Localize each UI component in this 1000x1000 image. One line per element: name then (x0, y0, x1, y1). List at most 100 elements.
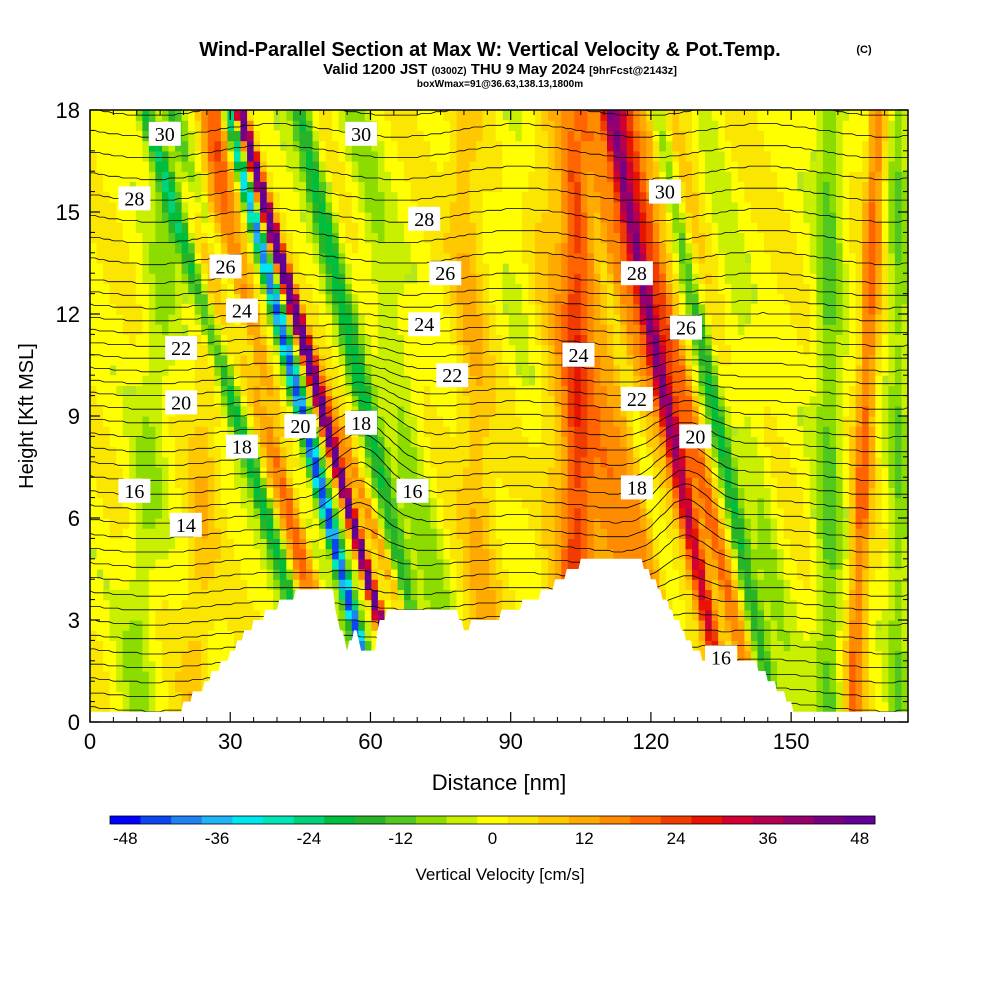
velocity-cell (449, 558, 457, 570)
velocity-cell (194, 365, 202, 376)
velocity-cell (253, 232, 261, 244)
velocity-cell (214, 344, 222, 356)
velocity-cell (175, 303, 183, 315)
velocity-cell (292, 201, 300, 213)
velocity-cell (279, 232, 287, 244)
velocity-cell (508, 354, 516, 366)
velocity-cell (306, 558, 314, 570)
velocity-cell (554, 446, 562, 458)
velocity-cell (528, 242, 536, 254)
velocity-cell (384, 191, 392, 203)
velocity-cell (325, 171, 333, 182)
velocity-cell (600, 324, 608, 335)
velocity-cell (306, 365, 314, 376)
velocity-cell (122, 354, 130, 366)
velocity-cell (535, 528, 543, 539)
velocity-cell (580, 405, 588, 417)
velocity-cell (181, 436, 189, 448)
velocity-cell (633, 507, 641, 519)
velocity-cell (508, 120, 516, 131)
velocity-cell (607, 212, 615, 223)
velocity-cell (502, 212, 510, 223)
velocity-cell (188, 609, 196, 621)
velocity-cell (600, 538, 608, 550)
velocity-cell (155, 548, 163, 560)
velocity-cell (489, 599, 497, 611)
velocity-cell (430, 110, 438, 121)
velocity-cell (548, 416, 556, 427)
velocity-cell (410, 518, 418, 529)
velocity-cell (312, 385, 320, 397)
velocity-cell (358, 487, 366, 499)
velocity-cell (279, 558, 287, 570)
velocity-cell (528, 477, 536, 488)
velocity-cell (397, 426, 405, 437)
velocity-cell (90, 365, 98, 376)
velocity-cell (495, 609, 503, 621)
velocity-cell (443, 303, 451, 315)
velocity-cell (162, 456, 170, 468)
velocity-cell (273, 589, 281, 601)
velocity-cell (332, 130, 340, 142)
velocity-cell (574, 467, 582, 478)
velocity-cell (567, 161, 575, 172)
velocity-cell (325, 252, 333, 264)
velocity-cell (286, 354, 294, 366)
velocity-cell (449, 334, 457, 346)
velocity-cell (574, 293, 582, 305)
velocity-cell (266, 201, 274, 213)
velocity-cell (181, 691, 189, 703)
velocity-cell (482, 293, 490, 305)
velocity-cell (292, 375, 300, 386)
velocity-cell (129, 528, 137, 539)
velocity-cell (201, 538, 209, 550)
velocity-cell (391, 242, 399, 254)
velocity-cell (103, 416, 111, 427)
velocity-cell (332, 365, 340, 376)
velocity-cell (306, 120, 314, 131)
velocity-cell (620, 314, 628, 325)
velocity-cell (240, 161, 248, 172)
velocity-cell (351, 507, 359, 519)
velocity-cell (391, 365, 399, 376)
velocity-cell (292, 528, 300, 539)
velocity-cell (227, 201, 235, 213)
velocity-cell (332, 252, 340, 264)
velocity-cell (142, 375, 150, 386)
velocity-cell (561, 120, 569, 131)
velocity-cell (135, 222, 143, 233)
velocity-cell (129, 273, 137, 284)
velocity-cell (417, 446, 425, 458)
velocity-cell (181, 579, 189, 590)
velocity-cell (528, 161, 536, 172)
velocity-cell (312, 395, 320, 407)
velocity-cell (247, 191, 255, 203)
velocity-cell (541, 558, 549, 570)
velocity-cell (410, 334, 418, 346)
velocity-cell (155, 212, 163, 223)
velocity-cell (528, 181, 536, 193)
velocity-cell (142, 324, 150, 335)
velocity-cell (142, 334, 150, 346)
velocity-cell (129, 467, 137, 478)
velocity-cell (417, 456, 425, 468)
velocity-cell (345, 548, 353, 560)
velocity-cell (469, 558, 477, 570)
velocity-cell (332, 507, 340, 519)
velocity-cell (626, 497, 634, 509)
velocity-cell (155, 252, 163, 264)
velocity-cell (299, 161, 307, 172)
velocity-cell (129, 344, 137, 356)
velocity-cell (521, 252, 529, 264)
velocity-cell (247, 609, 255, 621)
velocity-cell (574, 477, 582, 488)
velocity-cell (580, 528, 588, 539)
velocity-cell (554, 283, 562, 295)
velocity-cell (456, 507, 464, 519)
velocity-cell (521, 365, 529, 376)
velocity-cell (580, 436, 588, 448)
velocity-cell (528, 405, 536, 417)
velocity-cell (155, 579, 163, 590)
velocity-cell (371, 191, 379, 203)
velocity-cell (397, 222, 405, 233)
